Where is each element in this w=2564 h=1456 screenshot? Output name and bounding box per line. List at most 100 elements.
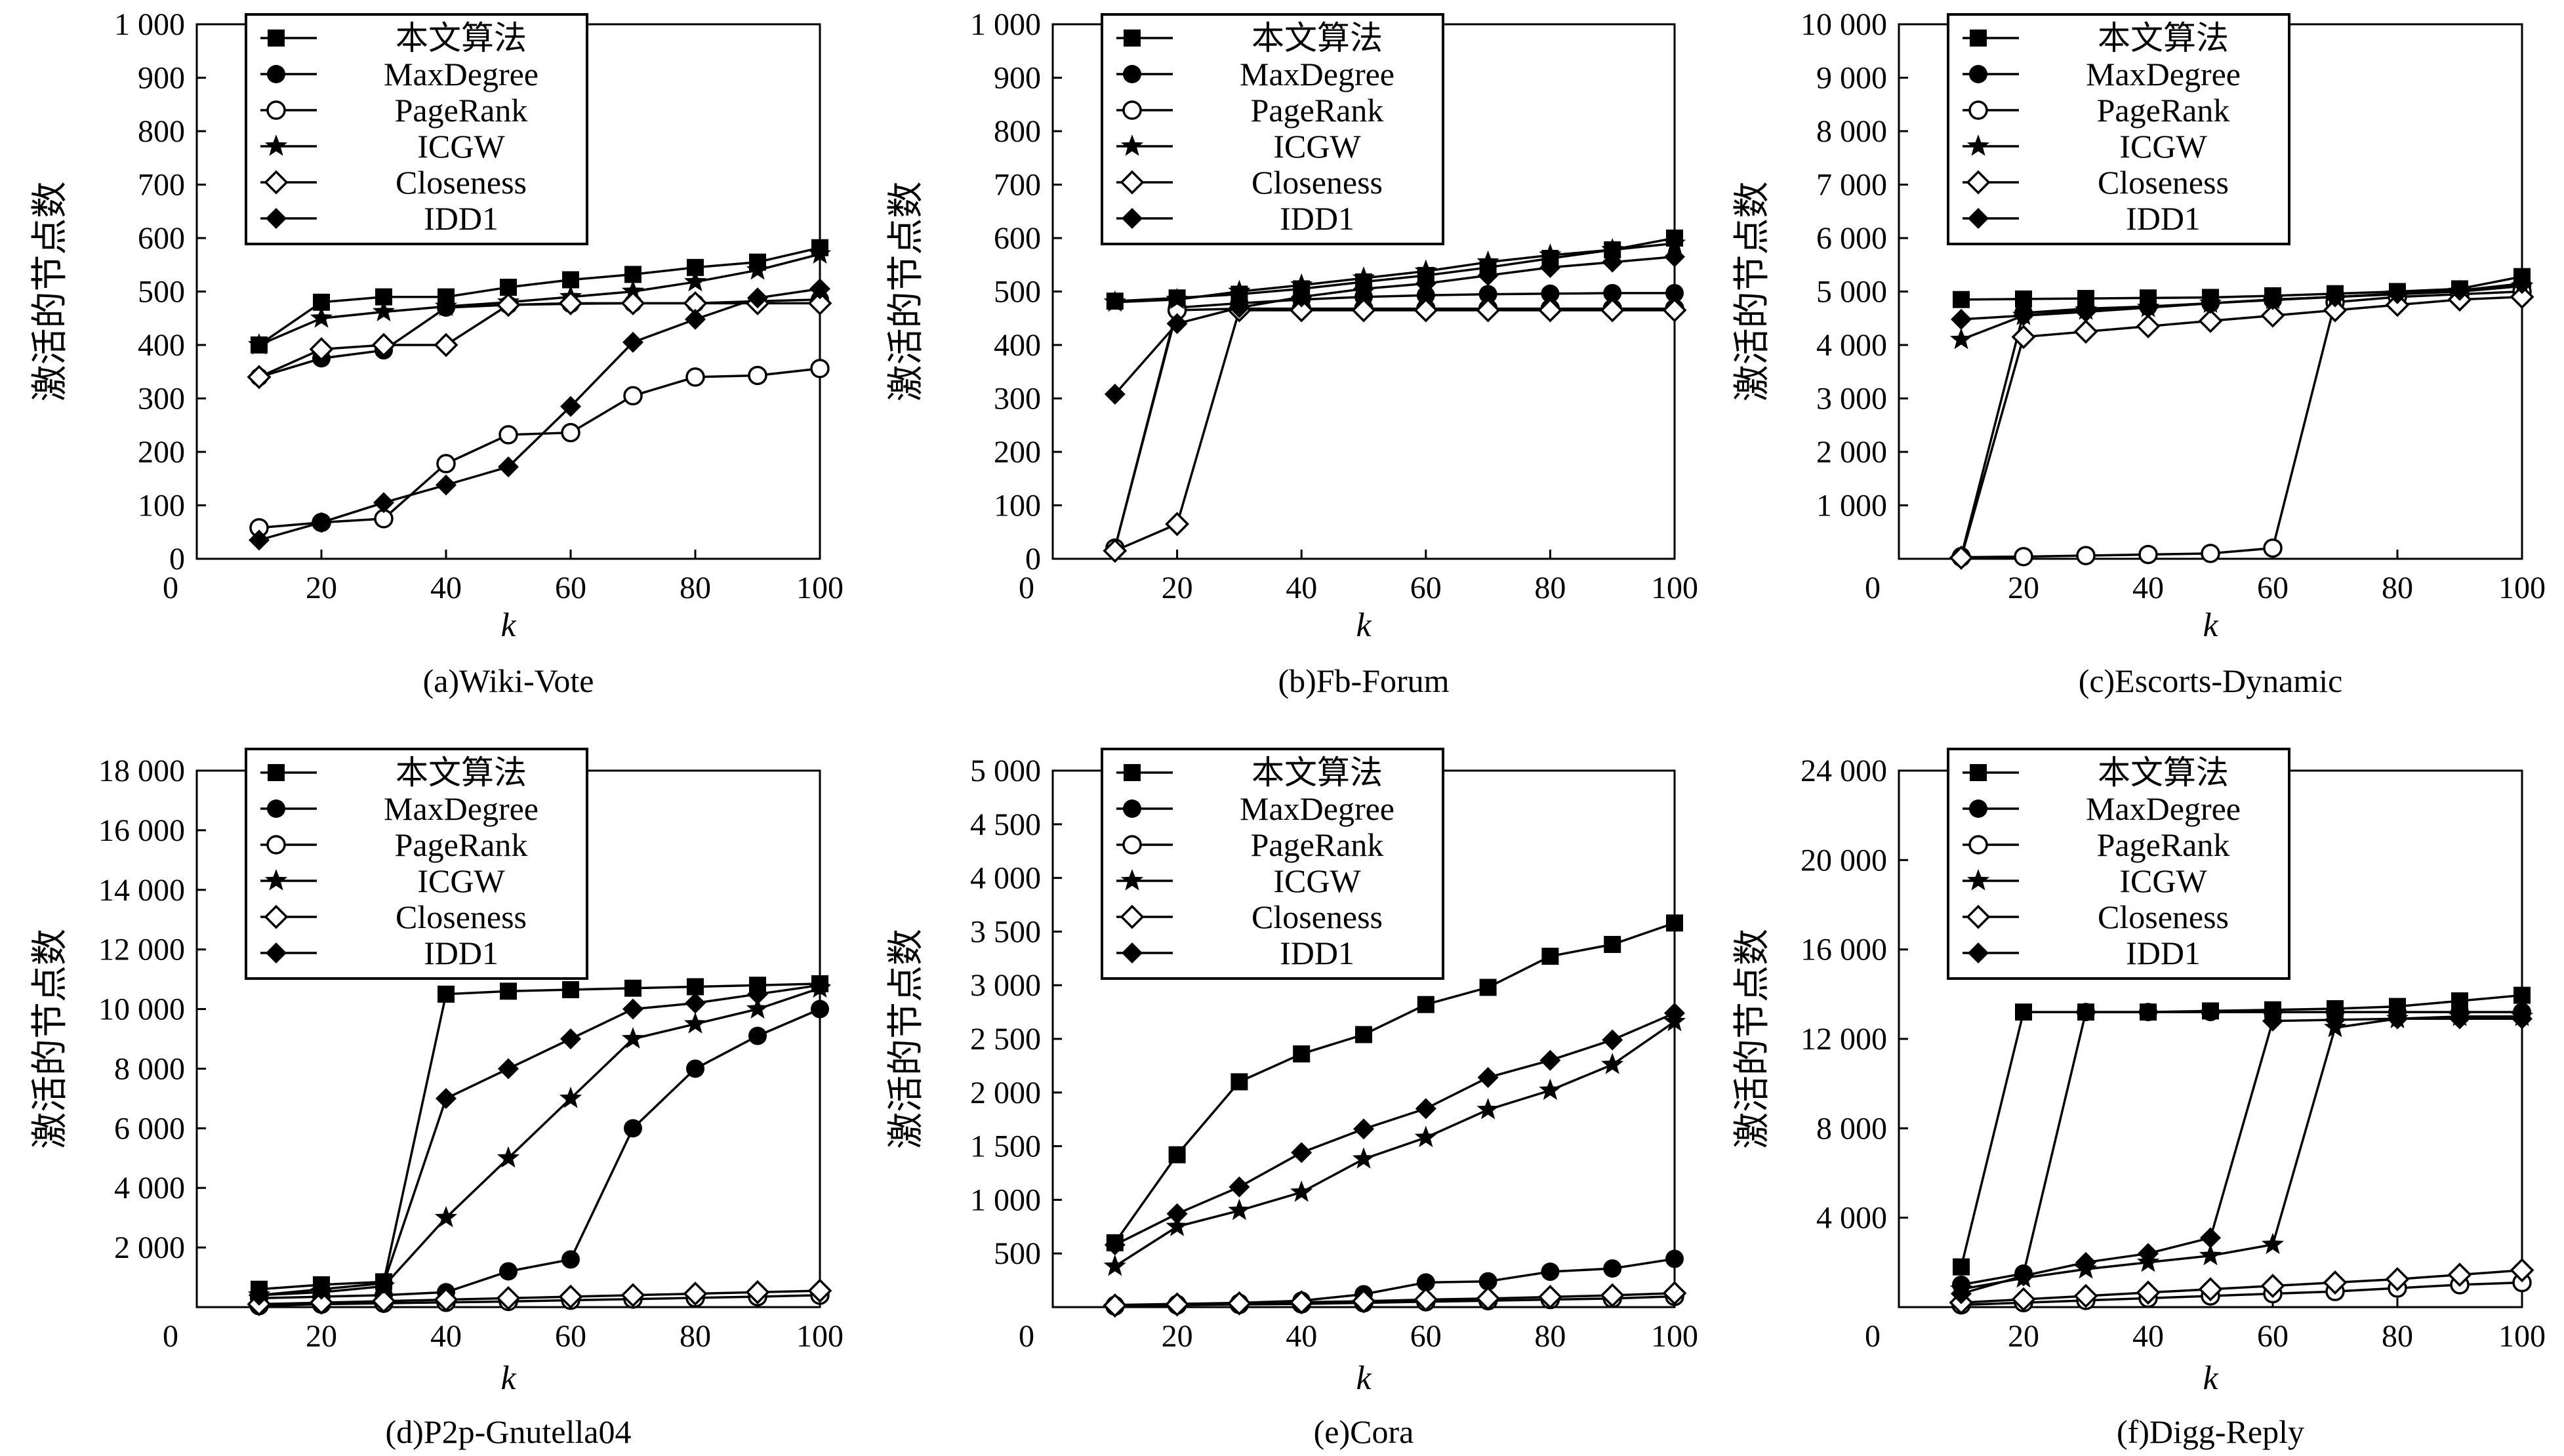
series-line	[258, 287, 821, 542]
data-point	[2510, 1258, 2534, 1283]
data-point	[561, 1250, 580, 1269]
data-point	[371, 1289, 396, 1314]
legend-entry: MaxDegree	[2086, 790, 2241, 827]
data-point	[1663, 232, 1686, 253]
chart-panel-5: 500 1 000 1 500 2 000 2 500 3 000 3 500 4 000 4 …	[885, 748, 1698, 1450]
data-point	[371, 333, 396, 357]
data-point	[438, 985, 455, 1003]
data-point	[1417, 996, 1435, 1013]
y-tick-label: 4 000	[1816, 328, 1887, 363]
y-tick-label: 800	[138, 114, 185, 149]
chart-panel-3: 1 000 2 000 3 000 4 000 5 000 6 000 7 000 8 000…	[1731, 7, 2546, 699]
data-point	[373, 492, 394, 514]
data-point	[2385, 293, 2410, 317]
data-point	[2076, 546, 2096, 565]
panel-caption: (a)Wiki-Vote	[423, 662, 594, 699]
legend-marker	[266, 942, 287, 963]
y-tick-label: 5 000	[970, 754, 1041, 788]
data-point	[1539, 256, 1561, 278]
data-point	[497, 1146, 520, 1168]
y-tick-label: 900	[994, 61, 1041, 96]
y-tick-label: 9 000	[1816, 61, 1887, 96]
data-point	[558, 1284, 583, 1309]
legend-marker	[267, 799, 285, 818]
legend-marker	[1122, 835, 1142, 855]
data-point	[810, 359, 830, 378]
series-line	[1961, 1269, 2523, 1304]
data-point	[2447, 1263, 2472, 1287]
series-line	[1114, 1012, 1675, 1246]
series-5	[1949, 285, 2534, 570]
y-tick-label: 18 000	[98, 754, 185, 788]
series-6	[249, 278, 830, 551]
data-point	[745, 1280, 770, 1304]
data-point	[1291, 1142, 1313, 1163]
y-tick-label: 200	[994, 435, 1041, 470]
legend-entry: MaxDegree	[384, 790, 539, 827]
data-point	[1602, 1029, 1623, 1051]
legend-entry: 本文算法	[2098, 20, 2229, 56]
data-point	[748, 1026, 767, 1045]
x-tick-label: 100	[796, 1319, 844, 1354]
x-tick-label: 80	[680, 1319, 711, 1354]
data-point	[2263, 538, 2283, 558]
data-point	[2015, 1003, 2032, 1021]
legend-entry: ICGW	[2119, 128, 2207, 165]
y-tick-label: 600	[994, 221, 1041, 256]
data-point	[686, 1059, 704, 1078]
data-point	[746, 258, 769, 280]
data-point	[1414, 1125, 1437, 1148]
series-line	[1114, 242, 1675, 304]
x-tick-label: 20	[306, 571, 337, 605]
data-point	[311, 512, 332, 533]
data-point	[1539, 1049, 1561, 1071]
data-point	[434, 294, 458, 316]
data-point	[2073, 1284, 2098, 1308]
data-point	[1293, 1045, 1311, 1062]
data-point	[249, 529, 270, 551]
data-point	[1414, 1287, 1438, 1312]
legend-marker	[1966, 170, 1991, 195]
legend-entry: MaxDegree	[1240, 56, 1394, 92]
data-point	[685, 367, 705, 387]
legend-entry: ICGW	[417, 128, 505, 165]
data-point	[2200, 1227, 2221, 1249]
data-point	[2262, 289, 2283, 310]
data-point	[622, 331, 643, 353]
y-tick-label: 14 000	[98, 873, 185, 908]
data-point	[1476, 250, 1499, 272]
series-line	[258, 1007, 821, 1300]
data-point	[1953, 291, 1970, 308]
data-point	[622, 998, 643, 1020]
series-6	[249, 975, 830, 1306]
data-point	[1541, 1263, 1560, 1282]
data-point	[2075, 301, 2096, 323]
series-2	[1105, 283, 1684, 557]
x-axis-label: k	[1356, 1360, 1372, 1397]
legend-box	[1947, 13, 2290, 245]
data-point	[1166, 1215, 1189, 1236]
series-6	[1951, 273, 2533, 330]
data-point	[372, 300, 396, 321]
data-point	[807, 1278, 832, 1303]
legend-marker	[1966, 869, 1990, 891]
x-tick-label: 100	[2498, 1319, 2546, 1354]
y-tick-label: 4 500	[970, 807, 1041, 842]
data-point	[2513, 986, 2531, 1004]
data-point	[683, 270, 707, 292]
data-point	[1352, 266, 1375, 288]
x-tick-label: 80	[1534, 1319, 1566, 1354]
data-point	[1229, 1176, 1250, 1198]
series-line	[258, 253, 821, 346]
x-axis-label: k	[1356, 607, 1372, 644]
x-tick-label: 60	[2257, 571, 2289, 605]
data-point	[1103, 1293, 1128, 1318]
data-point	[621, 291, 645, 315]
series-3	[1105, 298, 1684, 558]
y-tick-label: 400	[138, 328, 185, 363]
legend-entry: IDD1	[424, 200, 499, 237]
data-point	[1604, 936, 1621, 954]
series-2	[250, 1000, 829, 1308]
